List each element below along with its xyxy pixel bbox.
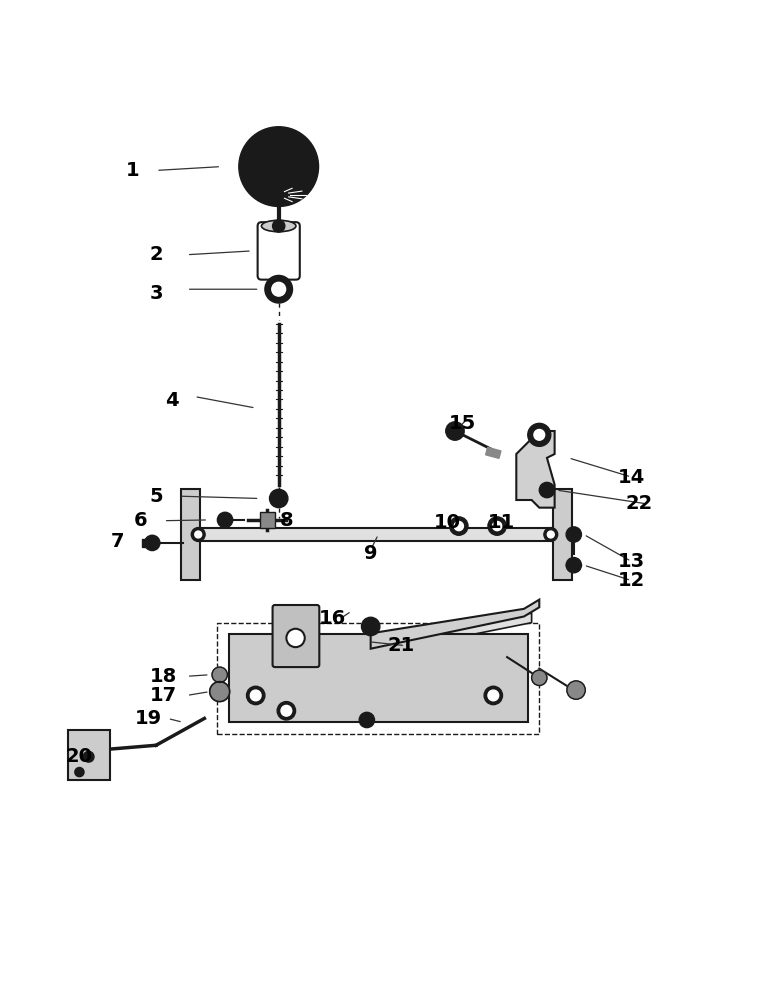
- Circle shape: [83, 751, 94, 762]
- Bar: [553, 489, 572, 580]
- Text: 21: 21: [388, 636, 415, 655]
- Text: 7: 7: [111, 532, 124, 551]
- Circle shape: [212, 667, 227, 682]
- Text: 18: 18: [150, 667, 178, 686]
- Text: 14: 14: [618, 468, 645, 487]
- Text: 11: 11: [487, 513, 515, 532]
- Circle shape: [210, 682, 229, 702]
- Circle shape: [493, 521, 502, 531]
- Circle shape: [144, 535, 160, 551]
- Circle shape: [361, 617, 380, 636]
- Ellipse shape: [262, 220, 296, 232]
- Text: 2: 2: [149, 245, 163, 264]
- Circle shape: [191, 528, 205, 541]
- Circle shape: [269, 489, 288, 508]
- Text: 17: 17: [151, 686, 178, 705]
- Text: 3: 3: [149, 284, 163, 303]
- Text: 1: 1: [127, 161, 140, 180]
- Circle shape: [286, 629, 305, 647]
- Text: 16: 16: [319, 609, 346, 628]
- Circle shape: [534, 429, 545, 440]
- Text: 22: 22: [625, 494, 652, 513]
- Circle shape: [195, 531, 201, 538]
- Circle shape: [246, 686, 265, 705]
- Circle shape: [265, 275, 293, 303]
- Circle shape: [532, 670, 547, 685]
- Circle shape: [528, 423, 550, 446]
- Text: 13: 13: [618, 552, 645, 571]
- Polygon shape: [198, 528, 550, 541]
- Bar: [486, 447, 501, 458]
- Polygon shape: [363, 613, 532, 656]
- Circle shape: [566, 557, 581, 573]
- Text: 20: 20: [66, 747, 93, 766]
- Text: 12: 12: [618, 571, 645, 590]
- Text: 10: 10: [434, 513, 461, 532]
- Circle shape: [273, 220, 285, 232]
- Bar: [218, 623, 540, 734]
- Text: 9: 9: [364, 544, 378, 563]
- Circle shape: [75, 767, 84, 777]
- Text: 15: 15: [449, 414, 476, 433]
- Circle shape: [544, 528, 557, 541]
- Circle shape: [218, 512, 232, 528]
- Polygon shape: [275, 607, 298, 634]
- Circle shape: [250, 690, 261, 701]
- Circle shape: [445, 422, 464, 440]
- Circle shape: [281, 705, 292, 716]
- Text: 19: 19: [135, 709, 162, 728]
- Circle shape: [488, 690, 499, 701]
- Circle shape: [454, 521, 463, 531]
- Text: 5: 5: [149, 487, 163, 506]
- Circle shape: [488, 517, 506, 535]
- Bar: [181, 489, 200, 580]
- Circle shape: [277, 702, 296, 720]
- Polygon shape: [516, 431, 554, 508]
- Circle shape: [540, 482, 554, 498]
- FancyBboxPatch shape: [273, 605, 320, 667]
- Bar: [68, 730, 110, 780]
- Bar: [259, 512, 275, 528]
- Text: 8: 8: [279, 511, 293, 530]
- Circle shape: [567, 681, 585, 699]
- FancyBboxPatch shape: [258, 222, 300, 280]
- Circle shape: [272, 282, 286, 296]
- Circle shape: [239, 127, 319, 206]
- Bar: [229, 634, 528, 722]
- Circle shape: [547, 531, 554, 538]
- Bar: [142, 539, 154, 547]
- Circle shape: [566, 527, 581, 542]
- Circle shape: [449, 517, 468, 535]
- Circle shape: [484, 686, 503, 705]
- Text: 6: 6: [134, 511, 147, 530]
- Polygon shape: [371, 600, 540, 649]
- Circle shape: [359, 712, 374, 728]
- Text: 4: 4: [164, 391, 178, 410]
